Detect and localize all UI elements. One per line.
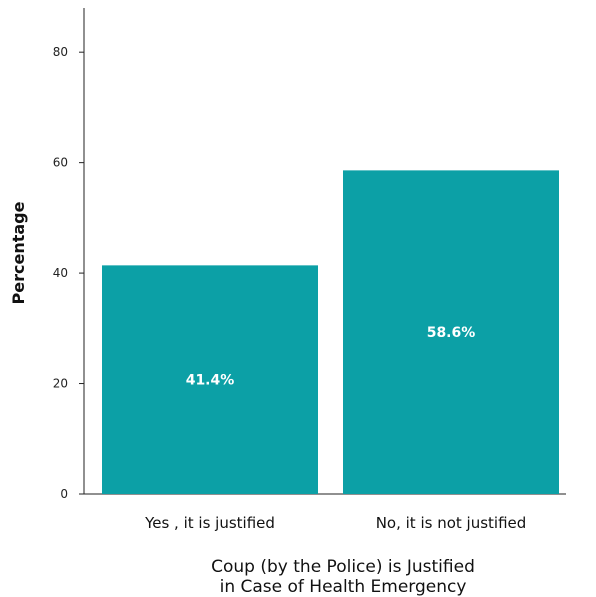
- bar: [343, 170, 559, 495]
- y-tick-label: 80: [53, 45, 68, 59]
- y-tick-label: 40: [53, 266, 68, 280]
- category-label: Yes , it is justified: [144, 514, 275, 532]
- y-tick-label: 0: [60, 487, 68, 501]
- category-label: No, it is not justified: [376, 514, 527, 532]
- bar: [102, 265, 318, 494]
- bar-data-label: 58.6%: [427, 325, 476, 341]
- category-labels: Yes , it is justified No, it is not justi…: [144, 514, 526, 532]
- x-axis-title-line-1: Coup (by the Police) is Justified: [211, 557, 475, 577]
- x-axis-title-line-2: in Case of Health Emergency: [220, 577, 467, 597]
- y-tick-label: 20: [53, 377, 68, 391]
- y-tick-label: 60: [53, 156, 68, 170]
- bars: 41.4% 58.6%: [102, 170, 559, 495]
- y-axis-title: Percentage: [9, 201, 28, 304]
- y-ticks: 0 20 40 60 80: [53, 45, 84, 501]
- bar-data-label: 41.4%: [186, 373, 235, 389]
